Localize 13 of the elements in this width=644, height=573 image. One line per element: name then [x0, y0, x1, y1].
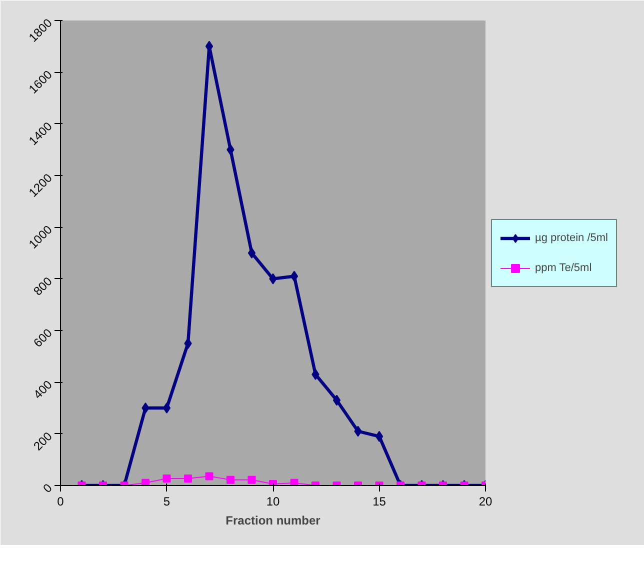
- y-tick-label: 200: [30, 429, 56, 454]
- x-tick-label: 5: [163, 494, 170, 508]
- legend-label: µg protein /5ml: [535, 232, 608, 244]
- y-tick-label: 0: [40, 480, 56, 496]
- x-tick-label: 20: [478, 494, 492, 508]
- x-tick-label: 15: [372, 494, 386, 508]
- y-tick-label: 600: [30, 326, 56, 350]
- x-axis-title: Fraction number: [226, 514, 321, 528]
- y-tick-label: 400: [30, 377, 56, 402]
- x-tick-label: 0: [57, 494, 64, 508]
- x-tick-label: 10: [266, 494, 280, 508]
- y-tick-label: 800: [30, 274, 56, 298]
- legend-label: ppm Te/5ml: [535, 262, 592, 274]
